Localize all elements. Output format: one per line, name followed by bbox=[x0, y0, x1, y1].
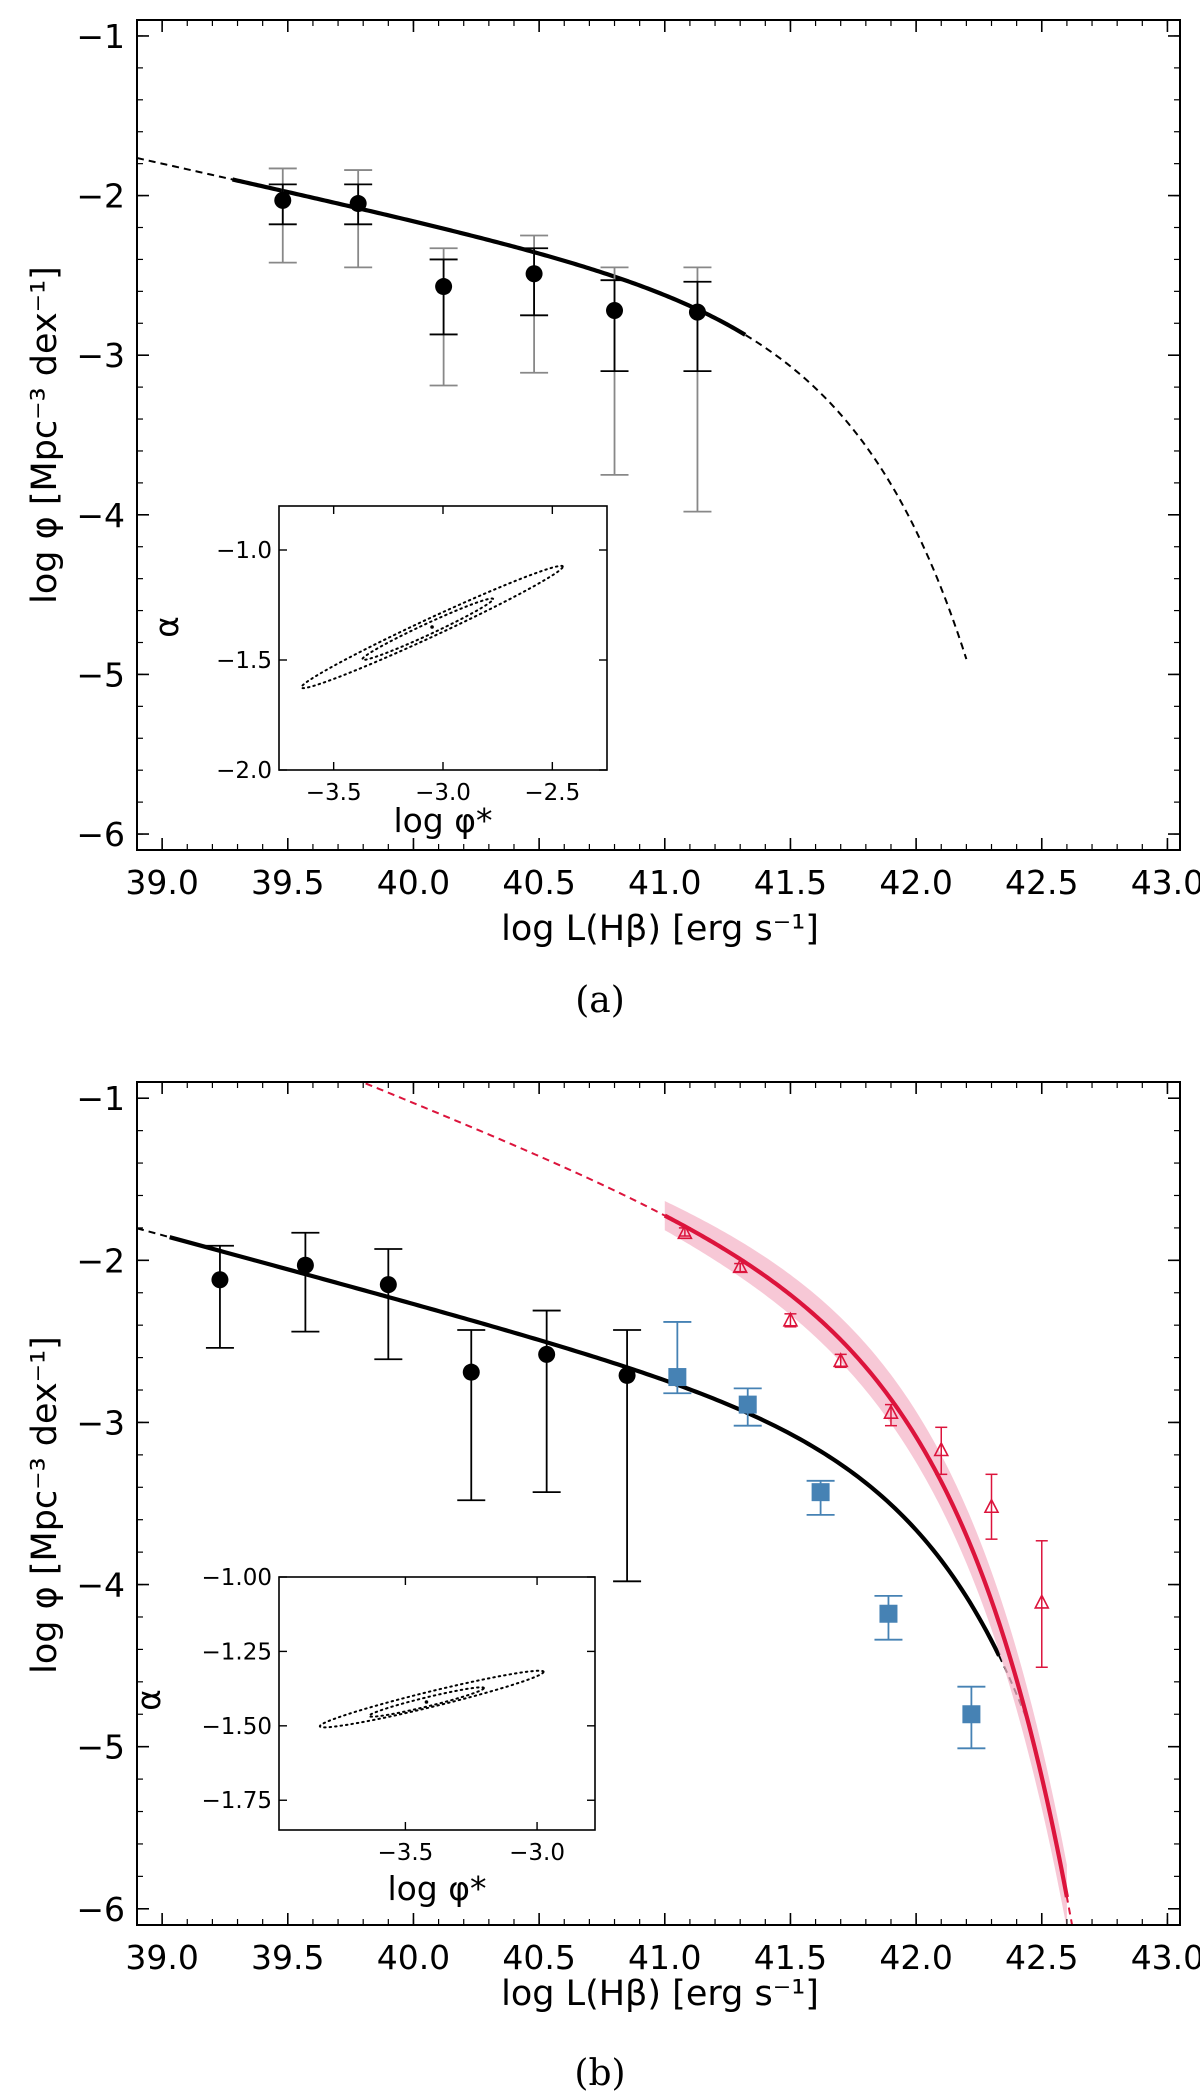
y-tick-label: −1 bbox=[76, 17, 125, 56]
x-tick-label: 39.0 bbox=[125, 863, 198, 902]
inset-frame bbox=[278, 505, 608, 771]
points-black-point bbox=[296, 1256, 314, 1274]
x-axis-label: log L(Hβ) [erg s⁻¹] bbox=[501, 909, 819, 949]
y-tick-label: −6 bbox=[76, 1890, 125, 1929]
x-tick-label: 43.0 bbox=[1131, 1938, 1200, 1977]
y-axis-label: log φ [Mpc⁻³ dex⁻¹] bbox=[25, 1336, 65, 1674]
y-tick-label: −5 bbox=[76, 1728, 125, 1767]
x-tick-label: 43.0 bbox=[1131, 863, 1200, 902]
y-tick-label: −1 bbox=[76, 1079, 125, 1118]
fit-red-solid bbox=[663, 1213, 1069, 1898]
contour-1sigma bbox=[368, 1686, 485, 1718]
y-tick-label: −3 bbox=[76, 336, 125, 375]
x-tick-label: 39.5 bbox=[251, 863, 324, 902]
points-red-point bbox=[782, 1311, 799, 1327]
points-red-point bbox=[983, 1498, 1000, 1514]
best-fit-point bbox=[424, 1700, 429, 1704]
data-point bbox=[525, 265, 543, 283]
data-point bbox=[688, 303, 706, 321]
data-point bbox=[274, 191, 292, 209]
inset-y-tick-label: −2.0 bbox=[216, 758, 272, 784]
contour-2sigma bbox=[318, 1669, 545, 1729]
x-tick-label: 41.0 bbox=[628, 863, 701, 902]
inset-y-label: α bbox=[147, 616, 186, 638]
panel-caption: (b) bbox=[574, 2053, 625, 2094]
points-red-point bbox=[933, 1441, 950, 1457]
points-blue-point bbox=[962, 1705, 981, 1724]
inset-y-tick-label: −1.75 bbox=[202, 1788, 272, 1814]
inset-plot bbox=[300, 564, 564, 690]
panel-b: 39.0 39.5 40.0 40.5 41.0 41.5 42.0 42.5 43.0 −1 −2… bbox=[25, 1079, 1200, 2094]
y-tick-label: −5 bbox=[76, 655, 125, 694]
inset-x-tick-label: −3.5 bbox=[306, 780, 362, 806]
x-tick-label: 41.5 bbox=[754, 863, 827, 902]
inset-x-tick-label: −3.5 bbox=[377, 1840, 433, 1866]
points-black-point bbox=[618, 1366, 636, 1384]
fit-solid bbox=[232, 177, 747, 337]
inset-b: −3.5 −3.0 −1.00 −1.25 −1.50 −1.75 log φ* α bbox=[129, 1565, 596, 1908]
inset-y-tick-label: −1.00 bbox=[202, 1565, 272, 1591]
points-blue-point bbox=[811, 1483, 830, 1502]
y-tick-label: −6 bbox=[76, 815, 125, 854]
points-black-point bbox=[462, 1363, 480, 1381]
inset-y-tick-label: −1.5 bbox=[216, 648, 272, 674]
x-tick-label: 41.5 bbox=[754, 1938, 827, 1977]
x-tick-label: 42.5 bbox=[1005, 1938, 1078, 1977]
points-black-point bbox=[379, 1276, 397, 1294]
panel-a: 39.0 39.5 40.0 40.5 41.0 41.5 42.0 42.5 43.0 −1 −2… bbox=[25, 17, 1200, 1021]
data-point bbox=[606, 302, 624, 319]
points-red-point bbox=[883, 1403, 899, 1420]
inset-y-tick-label: −1.50 bbox=[202, 1714, 272, 1740]
x-tick-label: 39.5 bbox=[251, 1938, 324, 1977]
x-tick-label: 42.5 bbox=[1005, 863, 1078, 902]
points-blue-point bbox=[668, 1368, 687, 1387]
points-red-point bbox=[1033, 1593, 1050, 1609]
inset-y-label: α bbox=[129, 1689, 168, 1711]
fit-black-solid bbox=[169, 1235, 1001, 1657]
contour-1sigma bbox=[361, 597, 495, 661]
points-red-point bbox=[677, 1224, 693, 1240]
inset-x-label: log φ* bbox=[393, 801, 492, 840]
x-tick-label: 42.0 bbox=[879, 863, 952, 902]
inset-y-tick-label: −1.0 bbox=[216, 538, 272, 564]
y-tick-label: −2 bbox=[76, 177, 125, 216]
fit-red-band bbox=[664, 1201, 1067, 1925]
plot-area bbox=[137, 157, 968, 660]
x-tick-label: 39.0 bbox=[125, 1938, 198, 1977]
y-tick-label: −3 bbox=[76, 1403, 125, 1442]
points-red-point bbox=[732, 1258, 748, 1274]
x-tick-label: 40.5 bbox=[502, 863, 575, 902]
y-tick-label: −2 bbox=[76, 1241, 125, 1280]
y-axis-label: log φ [Mpc⁻³ dex⁻¹] bbox=[25, 266, 65, 604]
inset-plot bbox=[318, 1669, 545, 1729]
best-fit-point bbox=[430, 625, 434, 629]
y-tick-label: −4 bbox=[76, 496, 125, 535]
inset-y-tick-label: −1.25 bbox=[202, 1639, 272, 1665]
x-tick-label: 41.0 bbox=[628, 1938, 701, 1977]
points-blue-point bbox=[879, 1604, 898, 1623]
points-blue-point bbox=[738, 1395, 757, 1414]
points-black-point bbox=[538, 1345, 556, 1363]
x-tick-label: 42.0 bbox=[879, 1938, 952, 1977]
inset-x-tick-label: −3.0 bbox=[509, 1840, 565, 1866]
y-tick-label: −4 bbox=[76, 1566, 125, 1605]
plot-frame bbox=[136, 1081, 1181, 1926]
points-red-point bbox=[832, 1352, 849, 1368]
x-tick-label: 40.0 bbox=[377, 1938, 450, 1977]
points-black-point bbox=[211, 1271, 229, 1289]
x-axis-label: log L(Hβ) [erg s⁻¹] bbox=[501, 1974, 819, 2014]
plot-area bbox=[137, 1082, 1074, 1925]
x-tick-label: 40.0 bbox=[377, 863, 450, 902]
data-point bbox=[349, 195, 367, 213]
data-point bbox=[435, 278, 453, 296]
inset-x-tick-label: −2.5 bbox=[524, 780, 580, 806]
inset-a: −3.5 −3.0 −2.5 −1.0 −1.5 −2.0 log φ* α bbox=[147, 505, 608, 840]
plot-frame bbox=[136, 19, 1181, 851]
inset-x-label: log φ* bbox=[387, 1869, 486, 1908]
x-tick-label: 40.5 bbox=[502, 1938, 575, 1977]
panel-caption: (a) bbox=[575, 980, 625, 1021]
inset-x-tick-label: −3.0 bbox=[415, 780, 471, 806]
